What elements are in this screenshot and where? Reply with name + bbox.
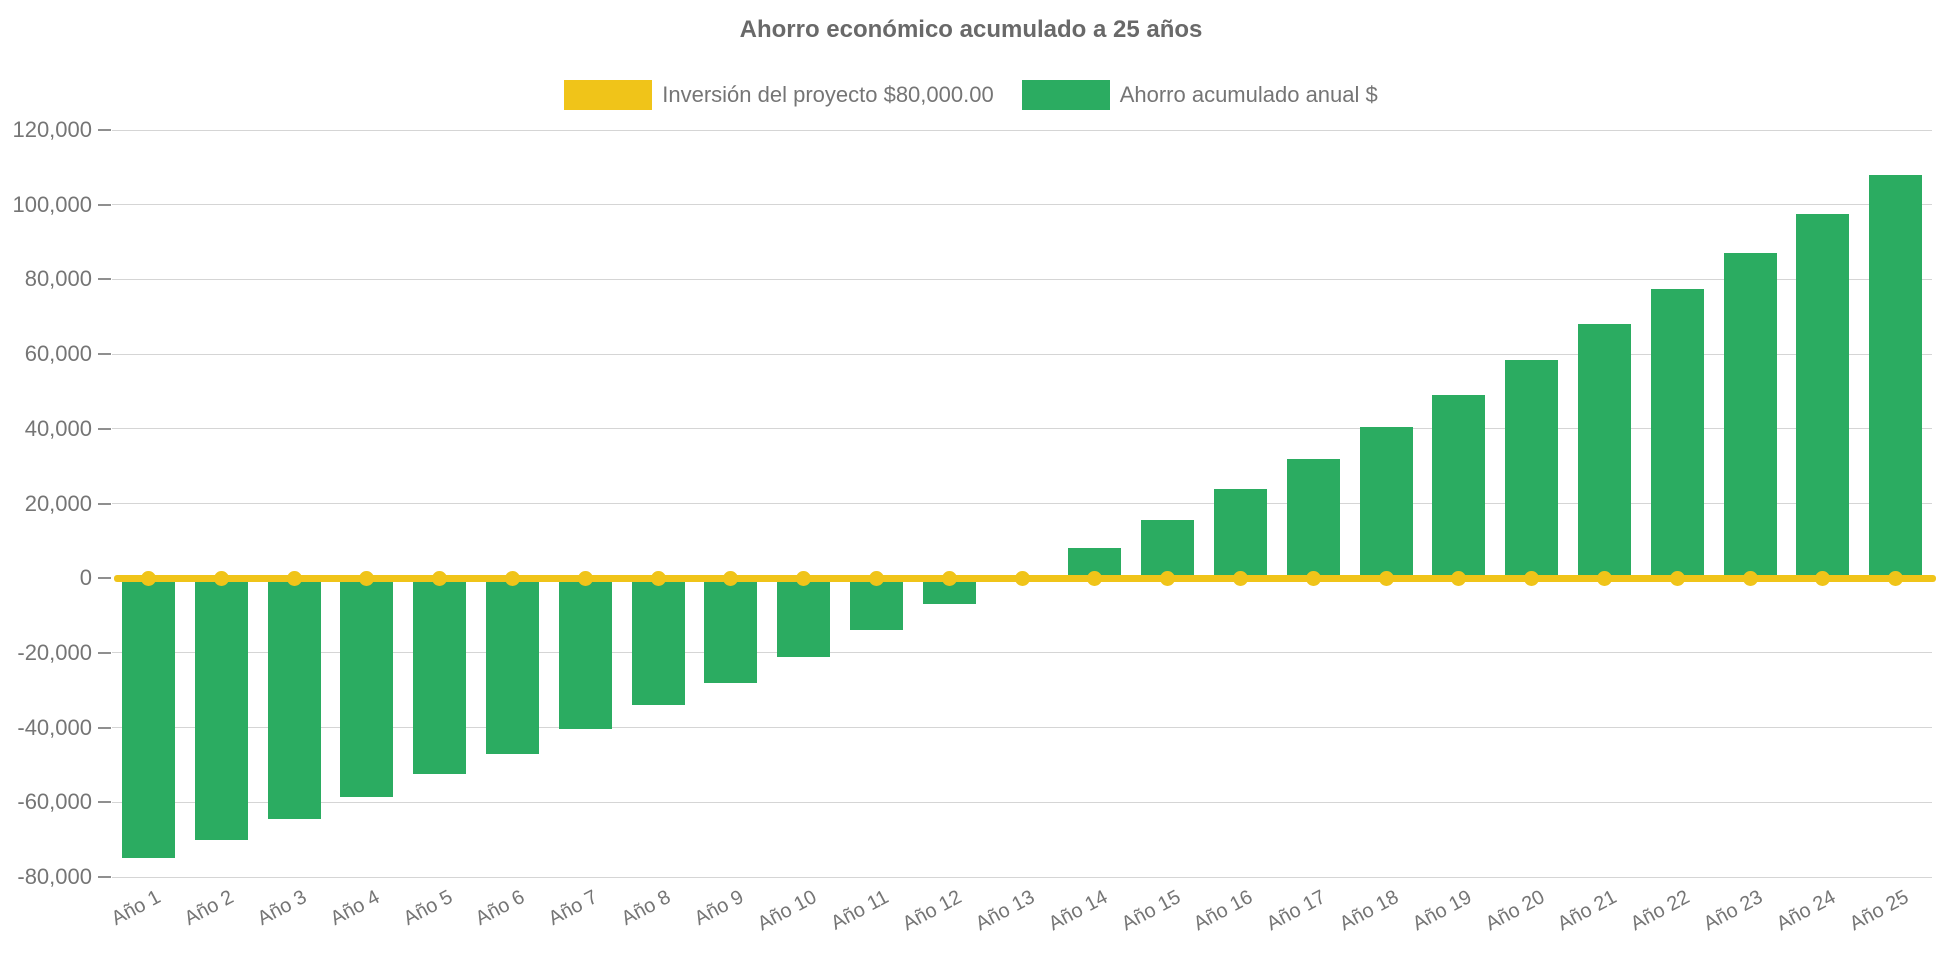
gridline (112, 428, 1932, 430)
bar-ano-21[interactable] (1577, 324, 1631, 579)
bar-ano-18[interactable] (1359, 426, 1413, 579)
bar-ano-7[interactable] (558, 578, 612, 730)
investment-line-point-ano-16[interactable] (1232, 570, 1248, 586)
y-axis-label: -40,000 (17, 714, 92, 740)
y-axis-tick (98, 577, 111, 580)
y-axis-tick (98, 801, 111, 804)
plot-area (112, 129, 1936, 878)
investment-line-point-ano-25[interactable] (1888, 570, 1904, 586)
investment-line-point-ano-6[interactable] (504, 570, 520, 586)
investment-line-point-ano-10[interactable] (796, 570, 812, 586)
investment-line-point-ano-17[interactable] (1305, 570, 1321, 586)
gridline (112, 278, 1932, 280)
y-axis-label: -20,000 (17, 639, 92, 665)
investment-line-point-ano-18[interactable] (1378, 570, 1394, 586)
bar-ano-24[interactable] (1796, 214, 1850, 579)
investment-line-point-ano-24[interactable] (1815, 570, 1831, 586)
y-axis-label: 100,000 (12, 191, 92, 217)
bar-ano-6[interactable] (485, 578, 539, 754)
gridline (112, 801, 1932, 803)
y-axis-label: 80,000 (24, 266, 92, 292)
y-axis-tick (98, 129, 111, 131)
investment-line-point-ano-21[interactable] (1596, 570, 1612, 586)
bar-ano-17[interactable] (1286, 458, 1340, 579)
investment-line-point-ano-23[interactable] (1742, 570, 1758, 586)
investment-line-point-ano-22[interactable] (1669, 570, 1685, 586)
bar-ano-15[interactable] (1141, 520, 1195, 579)
gridline (112, 503, 1932, 504)
y-axis-tick (98, 502, 111, 505)
investment-color-swatch (564, 80, 653, 110)
investment-line-point-ano-4[interactable] (359, 570, 375, 586)
y-axis-label: 0 (79, 565, 92, 591)
investment-line-point-ano-3[interactable] (286, 570, 302, 586)
investment-line-point-ano-9[interactable] (723, 570, 739, 586)
chart-title: Ahorro económico acumulado a 25 años (739, 16, 1203, 43)
bar-ano-20[interactable] (1505, 359, 1559, 579)
gridline (112, 727, 1932, 729)
bar-ano-1[interactable] (121, 578, 175, 859)
bar-ano-19[interactable] (1432, 395, 1486, 579)
investment-line-point-ano-13[interactable] (1014, 570, 1030, 586)
gridline (112, 652, 1932, 654)
y-axis-tick (98, 278, 111, 281)
investment-line-point-ano-8[interactable] (650, 570, 666, 586)
bar-ano-8[interactable] (631, 578, 685, 706)
y-axis-tick (98, 353, 111, 356)
investment-line-point-ano-19[interactable] (1451, 570, 1467, 586)
investment-line-point-ano-20[interactable] (1524, 570, 1540, 586)
bar-ano-11[interactable] (849, 578, 903, 631)
gridline (112, 876, 1932, 878)
bar-ano-2[interactable] (194, 578, 248, 840)
bar-ano-9[interactable] (704, 578, 758, 683)
investment-line-point-ano-14[interactable] (1087, 570, 1103, 586)
bar-ano-3[interactable] (267, 578, 321, 820)
legend-label-savings: Ahorro acumulado anual $ (1119, 82, 1378, 107)
y-axis-label: 40,000 (24, 415, 92, 441)
legend-item-savings[interactable]: Ahorro acumulado anual $ (1021, 80, 1378, 110)
legend: Inversión del proyecto $80,000.00 Ahorro… (0, 80, 1942, 110)
y-axis-label: -80,000 (17, 864, 92, 889)
legend-label-investment: Inversión del proyecto $80,000.00 (662, 82, 994, 107)
y-axis-tick (98, 876, 111, 878)
investment-line-point-ano-1[interactable] (140, 570, 156, 586)
savings-color-swatch (1021, 80, 1110, 110)
y-axis-label: -60,000 (17, 789, 92, 815)
bar-ano-10[interactable] (777, 578, 831, 657)
bar-ano-4[interactable] (340, 578, 394, 797)
bar-ano-23[interactable] (1723, 253, 1777, 579)
investment-line-point-ano-5[interactable] (432, 570, 448, 586)
investment-line-point-ano-12[interactable] (941, 570, 957, 586)
investment-line-point-ano-7[interactable] (577, 570, 593, 586)
bar-ano-22[interactable] (1650, 288, 1704, 579)
y-axis-tick (98, 726, 111, 729)
y-axis-label: 20,000 (24, 490, 92, 516)
legend-item-investment[interactable]: Inversión del proyecto $80,000.00 (564, 80, 994, 110)
gridline (112, 129, 1932, 131)
bar-ano-5[interactable] (413, 578, 467, 775)
y-axis-tick (98, 651, 111, 654)
y-axis-tick (98, 203, 111, 206)
bar-ano-16[interactable] (1213, 488, 1267, 579)
investment-line-point-ano-15[interactable] (1160, 570, 1176, 586)
bar-ano-25[interactable] (1869, 174, 1923, 579)
y-axis-label: 120,000 (12, 117, 92, 142)
gridline (112, 353, 1932, 355)
investment-line-point-ano-11[interactable] (868, 570, 884, 586)
y-axis-label: 60,000 (24, 341, 92, 367)
gridline (112, 204, 1932, 206)
y-axis-tick (98, 427, 111, 430)
investment-line-point-ano-2[interactable] (213, 570, 229, 586)
